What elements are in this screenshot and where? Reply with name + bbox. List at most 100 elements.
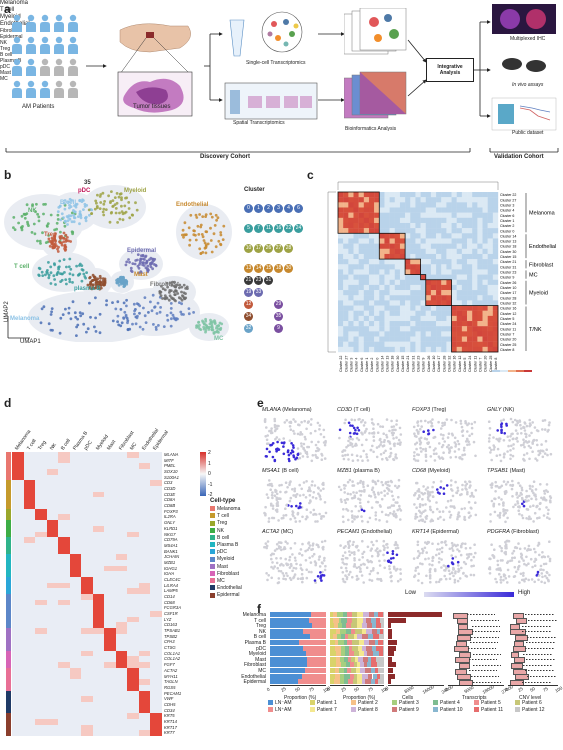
feature-point (441, 424, 444, 428)
heatmap-cell (115, 571, 128, 578)
feature-point (444, 577, 448, 581)
gene-name: ACTA2 (262, 529, 281, 535)
feature-point (298, 483, 301, 487)
heatmap-cell (23, 645, 36, 652)
feature-point (384, 481, 388, 484)
corr-cell (487, 305, 494, 311)
feature-point (271, 561, 274, 564)
feature-point (519, 444, 523, 447)
corr-cell (482, 238, 488, 244)
heatmap-cell (115, 565, 128, 572)
cell-point (67, 265, 71, 269)
corr-row-label: Cluster 1 (500, 219, 514, 223)
feature-point (380, 497, 384, 501)
feature-point (322, 481, 325, 485)
corr-cell (389, 212, 395, 219)
patient-icon (26, 80, 36, 98)
patient-icon (26, 58, 36, 76)
corr-cell (461, 284, 468, 291)
cell-point (167, 298, 171, 302)
workflow-arrows (5, 20, 559, 153)
cell-point (99, 284, 103, 287)
heatmap-cell (104, 707, 117, 714)
heatmap-cell (104, 679, 117, 686)
cell-point (96, 280, 100, 284)
corr-cell (425, 305, 432, 311)
heatmap-cell (46, 588, 59, 595)
heatmap-cell (12, 628, 24, 635)
cell-point (82, 272, 86, 276)
feature-point (442, 518, 446, 522)
heatmap-cell (58, 650, 70, 657)
heatmap-cell (69, 537, 82, 544)
feature-point (387, 513, 390, 517)
f-bar-patient (362, 634, 369, 640)
feature-point (370, 554, 374, 558)
cell-point (116, 281, 119, 285)
feature-point (436, 542, 440, 546)
heatmap-cell (138, 514, 151, 521)
cell-point (198, 247, 202, 251)
corr-cell (425, 326, 432, 332)
feature-point (518, 547, 522, 551)
f-bar-patient (346, 617, 352, 623)
patient-icon (40, 58, 50, 76)
corr-cell (430, 279, 437, 286)
feature-point (348, 550, 351, 553)
heatmap-cell (12, 486, 24, 493)
corr-cell (338, 310, 344, 317)
heatmap-scale-tick: 1 (208, 460, 211, 467)
corr-cell (410, 341, 416, 348)
heatmap-cell (104, 542, 117, 549)
feature-point (306, 445, 309, 449)
heatmap-cell (23, 571, 36, 578)
cell-point (12, 216, 16, 219)
corr-cell (420, 295, 426, 301)
feature-point (416, 421, 419, 424)
corr-cell (379, 326, 385, 332)
corr-cell (353, 341, 359, 348)
heatmap-cell (35, 701, 47, 708)
cell-point (54, 232, 57, 236)
feature-point (319, 497, 322, 501)
feature-point (274, 488, 277, 492)
umap-cluster-label: Epidermal (127, 248, 156, 254)
corr-cell (446, 300, 452, 306)
cell-point (64, 307, 67, 311)
cell-point (78, 210, 82, 214)
corr-cell (487, 274, 494, 280)
f-box-cnv (513, 668, 527, 675)
heatmap-gene-label: KRT17 (164, 724, 177, 730)
feature-point (510, 432, 513, 436)
corr-cell (436, 207, 442, 213)
heatmap-cell (69, 707, 82, 714)
corr-cell (379, 274, 385, 280)
corr-cell (384, 222, 390, 229)
feature-point (391, 512, 395, 516)
heatmap-cell (23, 690, 36, 697)
corr-cell (389, 321, 395, 327)
feature-point (419, 511, 422, 514)
heatmap-scale-bar (200, 452, 206, 496)
heatmap-row-annotation (6, 514, 11, 521)
cell-point (65, 265, 68, 269)
feature-point (548, 495, 552, 498)
corr-cell (451, 315, 457, 322)
feature-point (488, 557, 491, 560)
feature-point (276, 440, 279, 444)
cell-point (60, 212, 64, 216)
corr-cell (467, 212, 473, 219)
corr-cell (348, 284, 354, 291)
corr-row-label: Cluster 7 (500, 332, 514, 336)
heatmap-cell (81, 457, 94, 464)
f-bar-patient (352, 612, 358, 617)
corr-cell (430, 331, 437, 337)
heatmap-cell (150, 559, 163, 566)
heatmap-cell (104, 565, 117, 572)
corr-cell (394, 233, 401, 239)
feature-point (543, 555, 547, 559)
heatmap-cell (92, 491, 105, 498)
heatmap-cell (35, 469, 47, 475)
corr-cell (343, 202, 349, 208)
heatmap-row-annotation (6, 486, 11, 493)
